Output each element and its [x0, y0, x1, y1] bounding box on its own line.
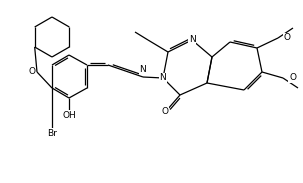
Text: Br: Br [47, 128, 57, 137]
Text: N: N [140, 65, 146, 74]
Text: O: O [289, 74, 296, 83]
Text: O: O [284, 33, 291, 42]
Text: O: O [28, 68, 35, 76]
Text: O: O [161, 107, 168, 117]
Text: N: N [189, 36, 195, 44]
Text: OH: OH [62, 111, 76, 119]
Text: N: N [160, 74, 166, 83]
